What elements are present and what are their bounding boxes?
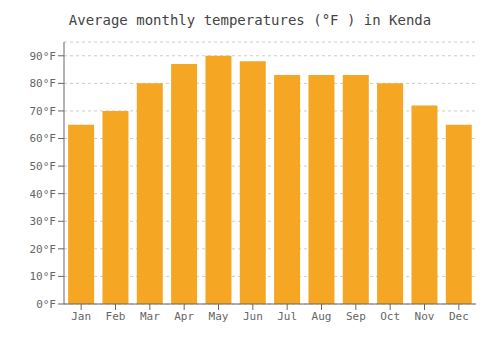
svg-text:Dec: Dec — [449, 310, 469, 323]
svg-text:20°F: 20°F — [30, 243, 57, 256]
svg-text:60°F: 60°F — [30, 132, 57, 145]
svg-text:10°F: 10°F — [30, 270, 57, 283]
svg-text:Jul: Jul — [277, 310, 297, 323]
svg-text:90°F: 90°F — [30, 50, 57, 63]
svg-text:80°F: 80°F — [30, 77, 57, 90]
svg-text:Jun: Jun — [243, 310, 263, 323]
svg-text:Oct: Oct — [380, 310, 400, 323]
svg-text:Mar: Mar — [140, 310, 160, 323]
svg-text:Jan: Jan — [71, 310, 91, 323]
svg-text:0°F: 0°F — [36, 298, 56, 311]
svg-text:May: May — [209, 310, 229, 323]
svg-text:Feb: Feb — [106, 310, 126, 323]
svg-text:Nov: Nov — [415, 310, 435, 323]
svg-text:40°F: 40°F — [30, 188, 57, 201]
html-text:Average monthly temperatures (: Average monthly temperatures (°F ) in Ke… — [68, 12, 432, 28]
svg-text:70°F: 70°F — [30, 105, 57, 118]
svg-text:Aug: Aug — [312, 310, 332, 323]
svg-text:Apr: Apr — [174, 310, 194, 323]
svg-text:50°F: 50°F — [30, 160, 57, 173]
svg-text:30°F: 30°F — [30, 215, 57, 228]
svg-text:Sep: Sep — [346, 310, 366, 323]
